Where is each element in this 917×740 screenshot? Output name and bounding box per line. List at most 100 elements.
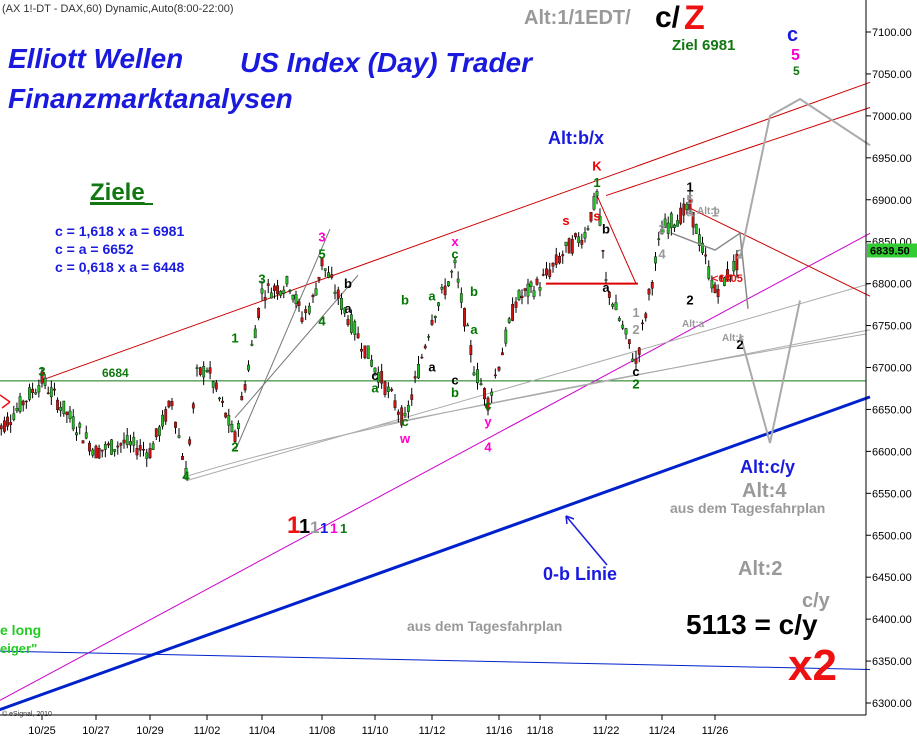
candle-body	[24, 400, 28, 403]
candle-body	[410, 394, 414, 400]
candle-body	[205, 370, 209, 372]
title-line2: US Index (Day) Trader	[240, 47, 534, 78]
candle-body	[276, 285, 279, 295]
candle-body	[497, 366, 501, 371]
candle-body	[486, 397, 490, 411]
y-tick-label: 6300.00	[872, 698, 912, 710]
candle-body	[447, 281, 450, 287]
candle-body	[224, 412, 228, 418]
candle-body	[266, 283, 270, 286]
candle-body	[164, 409, 168, 422]
candle-body	[682, 203, 686, 216]
candle-body	[688, 198, 692, 210]
wave-label: c	[451, 246, 458, 261]
wave-label: 3	[658, 221, 665, 236]
wave-label: a	[428, 360, 436, 375]
wave-label: a	[428, 288, 436, 303]
left-red-arrow	[0, 394, 11, 409]
candle-body	[716, 289, 720, 298]
x-tick-label: 10/25	[28, 725, 56, 737]
trend-lines	[0, 81, 871, 712]
trend-line	[185, 283, 871, 482]
candle-body	[624, 328, 628, 335]
left-long-label: e long	[0, 622, 41, 638]
wave-label: y	[484, 414, 492, 429]
candle-body	[393, 400, 397, 408]
candle-body	[304, 309, 308, 314]
candle-body	[257, 307, 261, 318]
candle-body	[12, 413, 16, 420]
candle-body	[423, 345, 427, 349]
last-price-box	[867, 243, 917, 258]
candle-body	[532, 290, 536, 297]
candle-body	[43, 377, 47, 386]
x-tick-label: 10/29	[136, 725, 164, 737]
candle-body	[490, 391, 494, 396]
top-5b-label: 5	[793, 64, 800, 78]
candle-body	[0, 425, 3, 430]
candle-body	[589, 212, 593, 222]
candle-body	[627, 339, 631, 344]
last-price-label: 6839.50	[870, 245, 910, 257]
candle-body	[170, 401, 174, 406]
candle-body	[195, 367, 199, 369]
y-tick-label: 6600.00	[872, 446, 912, 458]
candle-body	[694, 224, 698, 234]
candle-body	[604, 279, 608, 281]
candle-body	[285, 276, 289, 285]
projection-path	[739, 97, 871, 259]
candle-body	[666, 222, 670, 234]
candle-body	[463, 308, 466, 327]
target-line-3: c = 0,618 x a = 6448	[55, 259, 184, 275]
x-tick-label: 11/26	[702, 725, 729, 737]
candle-body	[314, 288, 318, 296]
candle-body	[511, 304, 514, 321]
candle-body	[390, 388, 394, 391]
alt-b-label: Alt:b	[697, 206, 720, 217]
candle-body	[288, 289, 292, 292]
wave-label: b	[470, 284, 478, 299]
candle-body	[75, 432, 78, 436]
candle-body	[564, 241, 568, 246]
alt-4-label: Alt:4	[742, 480, 787, 502]
wave-label: 4	[182, 469, 190, 484]
wave-label: b	[602, 221, 610, 236]
candle-body	[307, 305, 311, 314]
candle-body	[580, 239, 584, 245]
candle-body	[453, 259, 457, 264]
candle-body	[427, 336, 431, 338]
candle-body	[236, 422, 240, 429]
candle-body	[420, 356, 424, 359]
candle-body	[181, 456, 184, 460]
candle-body	[148, 448, 152, 458]
alt-top-prefix: Alt:1/1EDT/	[524, 7, 631, 29]
tagesfahrplan-center: aus dem Tagesfahrplan	[407, 618, 562, 634]
candle-body	[3, 420, 6, 432]
candle-body	[323, 268, 327, 271]
wave-label: 2	[686, 293, 693, 308]
candle-body	[333, 291, 337, 294]
wave-label: s	[562, 213, 569, 228]
cy-small-label: c/y	[802, 590, 831, 612]
wave-label: s	[593, 209, 600, 224]
candle-body	[71, 416, 75, 430]
candle-body	[691, 211, 695, 228]
x-tick-label: 11/04	[249, 725, 276, 737]
candle-body	[729, 274, 733, 277]
wave-label: 1	[593, 175, 600, 190]
y-tick-label: 6950.00	[872, 153, 912, 165]
wave-label: 3	[318, 230, 325, 245]
candle-body	[456, 278, 460, 283]
candle-body	[9, 422, 13, 425]
candle-body	[221, 400, 224, 403]
candle-body	[110, 439, 113, 455]
candle-body	[28, 387, 31, 400]
y-tick-label: 6450.00	[872, 572, 912, 584]
wave-label: 2	[231, 439, 238, 454]
candle-body	[611, 303, 615, 307]
candle-body	[34, 392, 38, 395]
degree-1-d: 1	[330, 520, 338, 536]
wave-label: 4	[484, 439, 492, 454]
wave-label: a	[470, 322, 478, 337]
candle-body	[97, 447, 101, 459]
